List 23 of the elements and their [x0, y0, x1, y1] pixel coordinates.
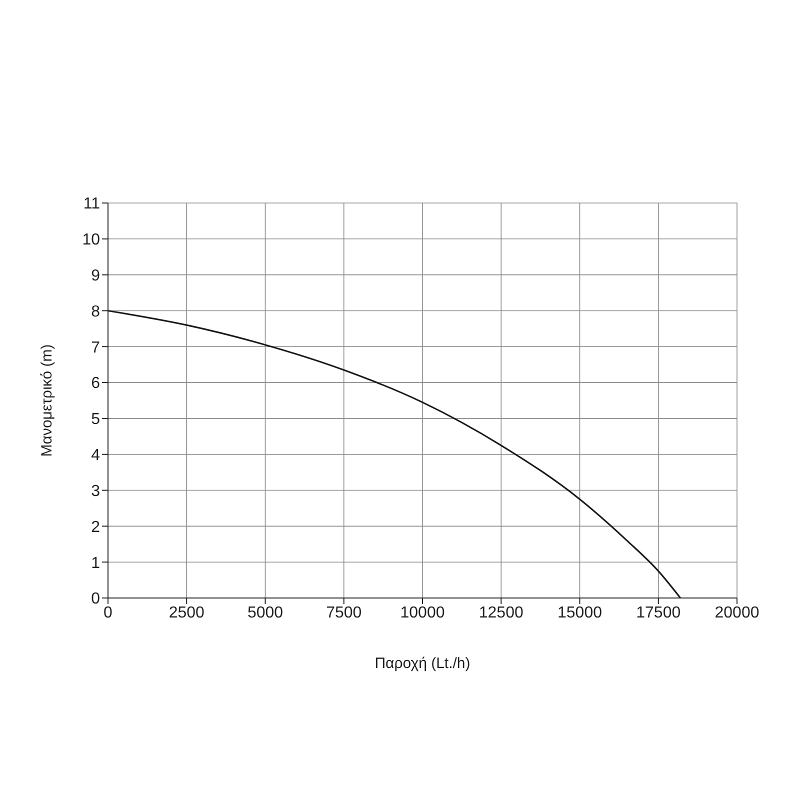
y-tick-label: 4 — [91, 447, 100, 464]
y-tick-label: 5 — [91, 411, 100, 428]
x-tick-label: 7500 — [326, 604, 362, 622]
x-axis-title: Παροχή (Lt./h) — [374, 655, 470, 672]
x-tick-label: 20000 — [714, 604, 760, 622]
x-tick-label: 10000 — [400, 604, 445, 622]
x-tick-label: 17500 — [636, 604, 681, 622]
y-tick-label: 9 — [91, 268, 100, 284]
y-tick-label: 10 — [82, 232, 100, 249]
y-tick-label: 6 — [91, 375, 100, 392]
y-tick-label: 0 — [91, 590, 100, 608]
y-tick-label: 11 — [83, 196, 100, 213]
y-tick-label: 1 — [91, 554, 100, 572]
x-tick-label: 12500 — [478, 604, 524, 622]
y-tick-label: 8 — [91, 303, 100, 320]
x-tick-label: 15000 — [558, 604, 602, 622]
y-tick-label: 7 — [91, 339, 100, 356]
y-tick-label: 3 — [91, 482, 100, 500]
y-tick-label: 2 — [91, 518, 100, 536]
x-tick-label: 2500 — [168, 604, 205, 622]
x-tick-label: 0 — [104, 604, 113, 622]
y-axis-title: Μανομετρικό (m) — [38, 344, 56, 457]
x-tick-label: 5000 — [247, 604, 284, 622]
